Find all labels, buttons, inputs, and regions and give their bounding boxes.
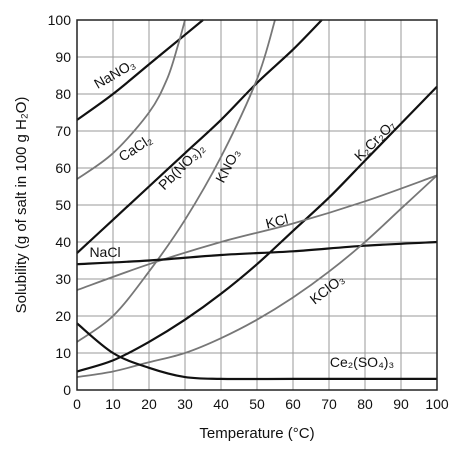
- x-tick-label: 10: [105, 396, 121, 412]
- y-tick-label: 90: [55, 49, 71, 65]
- curve-label: K₂Cr₂O₇: [351, 117, 398, 164]
- y-tick-label: 10: [55, 345, 71, 361]
- y-tick-label: 20: [55, 308, 71, 324]
- y-tick-label: 30: [55, 271, 71, 287]
- x-tick-label: 20: [141, 396, 157, 412]
- y-tick-label: 0: [63, 382, 71, 398]
- curve-label: Ce₂(SO₄)₃: [330, 354, 394, 370]
- plot-frame: [76, 19, 438, 391]
- y-tick-label: 40: [55, 234, 71, 250]
- x-tick-label: 80: [357, 396, 373, 412]
- curve-5: [76, 174, 438, 291]
- curve-2: [76, 19, 323, 254]
- curve-0: [76, 19, 204, 121]
- x-tick-label: 60: [285, 396, 301, 412]
- x-tick-label: 40: [213, 396, 229, 412]
- curve-6: [76, 240, 438, 266]
- curve-label: KCl: [264, 211, 290, 232]
- grid: [76, 19, 438, 391]
- curve-1: [76, 19, 186, 180]
- curve-label: NaNO₃: [91, 56, 138, 92]
- y-tick-labels: 0 10 20 30 40 50 60 70 80 90 100: [48, 12, 72, 398]
- x-tick-label: 70: [321, 396, 337, 412]
- y-axis-title: Solubility (g of salt in 100 g H₂O): [13, 97, 30, 314]
- curve-label: NaCl: [89, 244, 120, 260]
- y-tick-label: 80: [55, 86, 71, 102]
- x-tick-label: 30: [177, 396, 193, 412]
- y-tick-label: 100: [48, 12, 72, 28]
- y-tick-label: 50: [55, 197, 71, 213]
- y-tick-label: 70: [55, 123, 71, 139]
- x-axis-title: Temperature (°C): [199, 425, 314, 442]
- curve-3: [76, 19, 276, 343]
- x-tick-labels: 0 10 20 30 40 50 60 70 80 90 100: [73, 396, 449, 412]
- x-tick-label: 90: [393, 396, 409, 412]
- curve-label: Pb(NO₃)₂: [155, 140, 208, 193]
- curve-8: [76, 322, 437, 381]
- x-tick-label: 0: [73, 396, 81, 412]
- y-tick-label: 60: [55, 160, 71, 176]
- curve-4: [76, 85, 438, 373]
- x-tick-label: 100: [425, 396, 449, 412]
- curves: [76, 19, 438, 381]
- curve-label: KClO₃: [307, 271, 348, 308]
- x-tick-label: 50: [249, 396, 265, 412]
